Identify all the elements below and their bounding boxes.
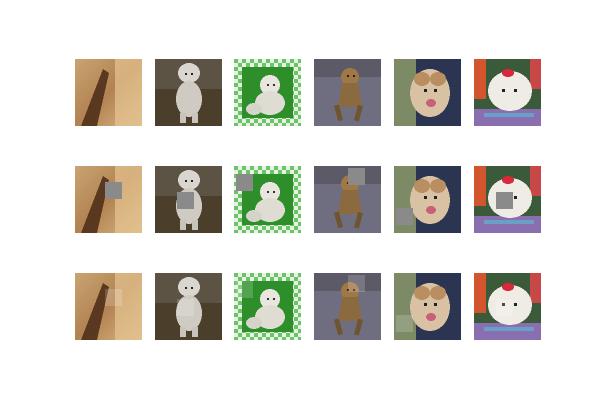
original-image-tile (314, 59, 381, 126)
reconstructed-image-tile (155, 273, 222, 340)
mask-patch (396, 208, 413, 225)
dog-head-closeup-image (394, 59, 461, 126)
white-dog-red-bow-on-blanket-image (474, 166, 541, 233)
masked-image-tile (155, 166, 222, 233)
blurry-closeup-image (75, 273, 142, 340)
reconstructed-patch (236, 281, 253, 298)
reconstructed-patch (496, 299, 513, 316)
brown-dog-on-gray-floor-image (314, 273, 381, 340)
masked-image-tile (75, 166, 142, 233)
original-image-tile (75, 59, 142, 126)
original-image-tile (234, 59, 301, 126)
white-dog-red-bow-on-blanket-image (474, 273, 541, 340)
reconstructed-image-tile (394, 273, 461, 340)
reconstructed-image-tile (234, 273, 301, 340)
reconstructed-patch (105, 289, 122, 306)
original-image-tile (155, 59, 222, 126)
masked-image-tile (394, 166, 461, 233)
white-poodle-sitting-image (155, 59, 222, 126)
white-dog-in-green-checkered-frame-image (234, 273, 301, 340)
white-poodle-sitting-image (155, 273, 222, 340)
original-image-tile (394, 59, 461, 126)
dog-head-closeup-image (394, 166, 461, 233)
reconstructed-image-tile (474, 273, 541, 340)
dog-head-closeup-image (394, 273, 461, 340)
white-dog-red-bow-on-blanket-image (474, 59, 541, 126)
reconstructed-patch (348, 275, 365, 292)
reconstructed-image-tile (75, 273, 142, 340)
mask-patch (177, 192, 194, 209)
white-dog-in-green-checkered-frame-image (234, 59, 301, 126)
brown-dog-on-gray-floor-image (314, 166, 381, 233)
blurry-closeup-image (75, 166, 142, 233)
mask-patch (105, 182, 122, 199)
brown-dog-on-gray-floor-image (314, 59, 381, 126)
white-poodle-sitting-image (155, 166, 222, 233)
reconstructed-image-tile (314, 273, 381, 340)
mask-patch (348, 168, 365, 185)
white-dog-in-green-checkered-frame-image (234, 166, 301, 233)
blurry-closeup-image (75, 59, 142, 126)
masked-image-tile (234, 166, 301, 233)
mask-patch (236, 174, 253, 191)
original-image-tile (474, 59, 541, 126)
masked-image-tile (474, 166, 541, 233)
mask-patch (496, 192, 513, 209)
masked-image-tile (314, 166, 381, 233)
reconstructed-patch (396, 315, 413, 332)
reconstructed-patch (177, 299, 194, 316)
